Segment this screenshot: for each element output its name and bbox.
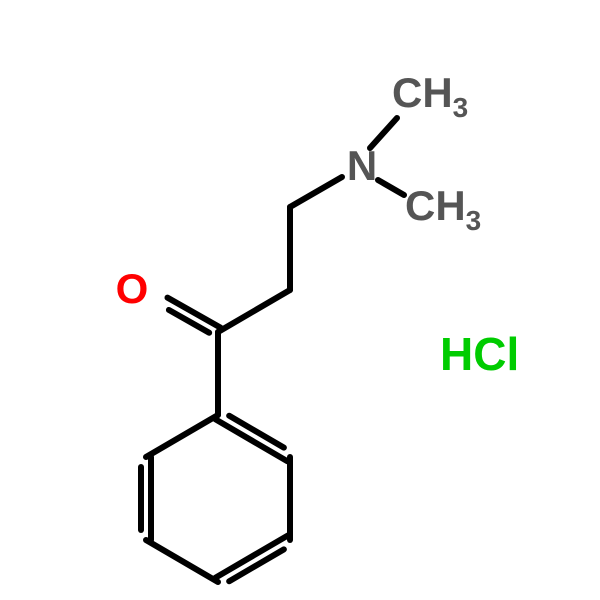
atom-O1: O (116, 265, 149, 312)
molecule-diagram: ONCH3CH3HCl (0, 0, 600, 600)
annotation-HCl: HCl (440, 328, 519, 380)
atom-N1: N (347, 142, 377, 189)
